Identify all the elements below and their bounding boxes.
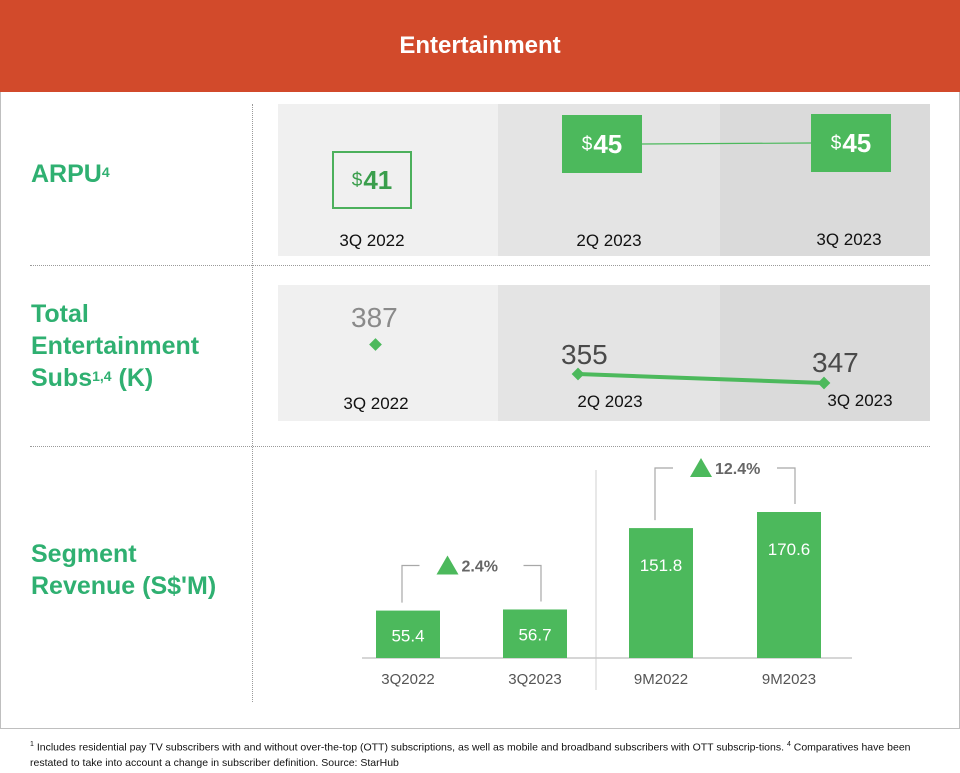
bar-value-label-9m2022: 151.8 xyxy=(640,556,683,575)
growth-label-bg-1 xyxy=(419,553,524,578)
footnote: 1 Includes residential pay TV subscriber… xyxy=(30,741,911,769)
subs-period-3q2023: 3Q 2023 xyxy=(827,391,893,410)
subs-panel-3q2022 xyxy=(278,285,498,421)
subs-period-2q2023: 2Q 2023 xyxy=(577,392,643,411)
arpu-panel-3q2022 xyxy=(278,104,498,256)
bar-value-label-3q2023: 56.7 xyxy=(518,626,551,645)
column-divider xyxy=(252,104,253,702)
subs-value-2q2023: 355 xyxy=(561,339,608,370)
subs-trend-line xyxy=(577,372,825,385)
growth-label-2: 12.4% xyxy=(715,461,760,478)
x-tick-label-3q2022: 3Q2022 xyxy=(381,671,434,688)
arpu-value-3q2022: $41 xyxy=(332,151,412,209)
subs-panel-3q2023 xyxy=(720,285,930,421)
row-divider-2 xyxy=(30,446,930,447)
bar-3q2022 xyxy=(376,610,440,658)
row-divider-1 xyxy=(30,265,930,266)
x-tick-label-3q2023: 3Q2023 xyxy=(508,671,561,688)
bar-9m2022 xyxy=(629,528,693,658)
arpu-connector-line xyxy=(640,142,812,145)
growth-up-arrow-icon-1 xyxy=(436,555,459,575)
bar-9m2023 xyxy=(757,512,821,658)
subs-value-3q2022: 387 xyxy=(351,302,398,333)
subs-period-3q2022: 3Q 2022 xyxy=(343,394,409,413)
x-tick-label-9m2023: 9M2023 xyxy=(762,671,816,688)
arpu-period-3q2022: 3Q 2022 xyxy=(339,231,405,250)
subs-value-3q2023: 347 xyxy=(812,347,859,378)
subs-marker-3q2022 xyxy=(369,338,382,351)
bar-3q2023 xyxy=(503,609,567,658)
bar-value-label-9m2023: 170.6 xyxy=(768,540,811,559)
bar-value-label-3q2022: 55.4 xyxy=(391,626,424,645)
page-title: Entertainment xyxy=(399,32,561,59)
arpu-value-3q2023: $45 xyxy=(811,114,891,172)
revenue-row-label: Segment Revenue (S$'M) xyxy=(31,540,217,600)
subs-row-label: Total Entertainment Subs1,4 (K) xyxy=(31,300,200,392)
x-tick-label-9m2022: 9M2022 xyxy=(634,671,688,688)
growth-label-1: 2.4% xyxy=(462,558,498,575)
arpu-row-label: ARPU4 xyxy=(31,160,110,188)
growth-label-bg-2 xyxy=(673,456,777,480)
arpu-value-2q2023: $45 xyxy=(562,115,642,173)
arpu-period-2q2023: 2Q 2023 xyxy=(576,231,642,250)
arpu-period-3q2023: 3Q 2023 xyxy=(816,230,882,249)
header-banner: Entertainment xyxy=(0,0,960,92)
growth-up-arrow-icon-2 xyxy=(690,458,712,477)
subs-panel-2q2023 xyxy=(498,285,720,421)
